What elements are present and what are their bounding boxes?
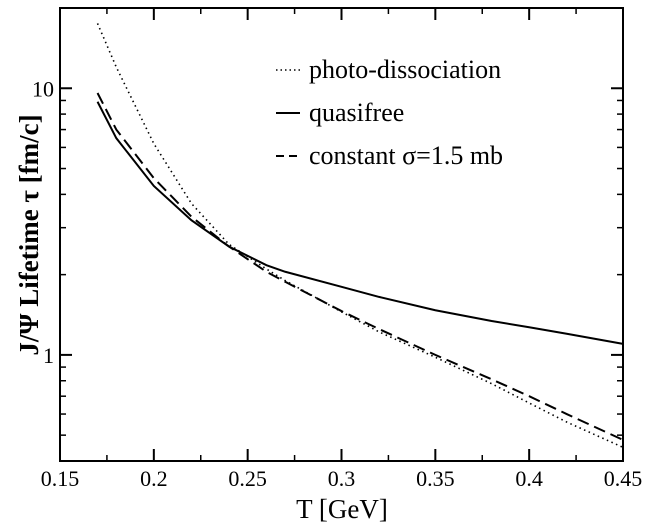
- x-ticks: 0.15 0.2 0.25 0.3 0.35 0.4 0.45: [41, 8, 643, 491]
- x-tick-label: 0.35: [416, 466, 455, 491]
- series-lines: [96, 23, 624, 449]
- y-tick-label: 1: [43, 343, 54, 368]
- x-tick-label: 0.25: [228, 466, 267, 491]
- x-tick-label: 0.4: [515, 466, 543, 491]
- legend: photo-dissociation quasifree constant σ=1.…: [276, 55, 503, 170]
- series-line-dashed: [96, 92, 624, 441]
- series-line-solid: [96, 101, 624, 345]
- y-ticks: 1 10: [32, 76, 623, 436]
- series-line-dotted: [96, 23, 624, 449]
- legend-label: photo-dissociation: [309, 55, 501, 84]
- y-tick-label: 10: [32, 76, 54, 101]
- x-tick-label: 0.2: [140, 466, 168, 491]
- x-tick-label: 0.45: [604, 466, 643, 491]
- x-tick-label: 0.15: [41, 466, 80, 491]
- x-axis-label: T [GeV]: [296, 494, 388, 522]
- y-axis-label: J/Ψ Lifetime τ [fm/c]: [14, 114, 44, 355]
- legend-label: quasifree: [309, 98, 404, 127]
- x-tick-label: 0.3: [328, 466, 356, 491]
- legend-label: constant σ=1.5 mb: [309, 141, 503, 170]
